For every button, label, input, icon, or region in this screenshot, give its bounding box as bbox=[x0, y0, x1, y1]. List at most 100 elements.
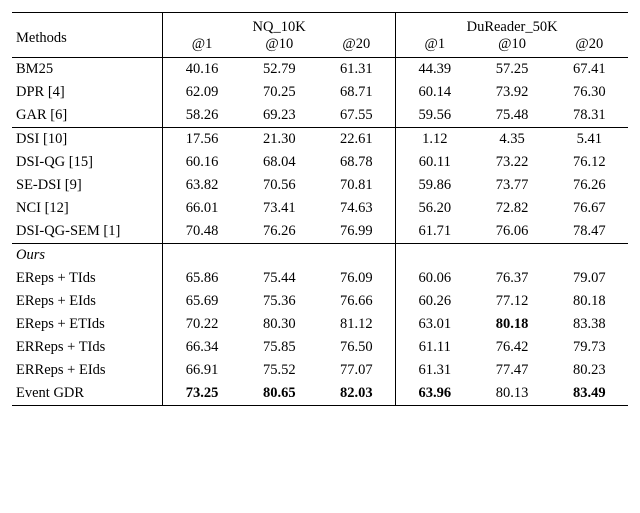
cell-value: 73.22 bbox=[473, 151, 550, 174]
cell-value: 59.56 bbox=[396, 104, 473, 128]
cell-value: 70.56 bbox=[241, 174, 318, 197]
cell-value: 21.30 bbox=[241, 128, 318, 152]
cell-value: 68.78 bbox=[318, 151, 395, 174]
cell-value: 72.82 bbox=[473, 197, 550, 220]
cell-value: 70.22 bbox=[163, 313, 240, 336]
cell-value: 75.85 bbox=[241, 336, 318, 359]
cell-value: 66.91 bbox=[163, 359, 240, 382]
cell-value: 73.41 bbox=[241, 197, 318, 220]
method-label: SE-DSI [9] bbox=[12, 174, 162, 197]
method-label: EReps + EIds bbox=[12, 290, 162, 313]
cell-value: 62.09 bbox=[163, 81, 240, 104]
cell-value: 61.11 bbox=[396, 336, 473, 359]
cell-value: 68.71 bbox=[318, 81, 395, 104]
cell-value: 79.73 bbox=[551, 336, 628, 359]
cell-value: 44.39 bbox=[396, 58, 473, 82]
cell-value: 75.36 bbox=[241, 290, 318, 313]
cell-value: 82.03 bbox=[318, 382, 395, 406]
method-label: DPR [4] bbox=[12, 81, 162, 104]
results-table: MethodsNQ_10KDuReader_50K@1@10@20@1@10@2… bbox=[12, 12, 628, 406]
cell-value: 79.07 bbox=[551, 267, 628, 290]
col-subheader: @10 bbox=[473, 36, 550, 58]
cell-value: 83.49 bbox=[551, 382, 628, 406]
cell-value: 76.09 bbox=[318, 267, 395, 290]
cell-value: 81.12 bbox=[318, 313, 395, 336]
cell-value: 60.06 bbox=[396, 267, 473, 290]
cell-value: 66.34 bbox=[163, 336, 240, 359]
cell-value: 63.82 bbox=[163, 174, 240, 197]
cell-value: 80.18 bbox=[551, 290, 628, 313]
col-subheader: @20 bbox=[318, 36, 395, 58]
cell-value: 76.06 bbox=[473, 220, 550, 244]
cell-value: 61.71 bbox=[396, 220, 473, 244]
cell-value: 75.44 bbox=[241, 267, 318, 290]
cell-value: 40.16 bbox=[163, 58, 240, 82]
cell-value: 5.41 bbox=[551, 128, 628, 152]
cell-value: 76.67 bbox=[551, 197, 628, 220]
cell-value: 75.52 bbox=[241, 359, 318, 382]
cell-value: 60.11 bbox=[396, 151, 473, 174]
cell-value: 57.25 bbox=[473, 58, 550, 82]
method-label: NCI [12] bbox=[12, 197, 162, 220]
cell-value: 73.77 bbox=[473, 174, 550, 197]
cell-value: 80.13 bbox=[473, 382, 550, 406]
cell-value: 60.26 bbox=[396, 290, 473, 313]
cell-value: 67.41 bbox=[551, 58, 628, 82]
group-heading: Ours bbox=[12, 244, 162, 268]
cell-value: 76.99 bbox=[318, 220, 395, 244]
cell-value: 59.86 bbox=[396, 174, 473, 197]
method-label: DSI-QG [15] bbox=[12, 151, 162, 174]
cell-value: 67.55 bbox=[318, 104, 395, 128]
col-subheader: @1 bbox=[163, 36, 240, 58]
cell-value: 78.31 bbox=[551, 104, 628, 128]
cell-value: 61.31 bbox=[318, 58, 395, 82]
cell-value: 76.50 bbox=[318, 336, 395, 359]
cell-value: 65.69 bbox=[163, 290, 240, 313]
method-label: ERReps + TIds bbox=[12, 336, 162, 359]
cell-value: 73.92 bbox=[473, 81, 550, 104]
cell-value: 60.16 bbox=[163, 151, 240, 174]
cell-value: 4.35 bbox=[473, 128, 550, 152]
cell-value: 22.61 bbox=[318, 128, 395, 152]
cell-value: 76.12 bbox=[551, 151, 628, 174]
cell-value: 52.79 bbox=[241, 58, 318, 82]
col-group-nq: NQ_10K bbox=[163, 13, 395, 37]
cell-value: 77.07 bbox=[318, 359, 395, 382]
cell-value: 70.25 bbox=[241, 81, 318, 104]
cell-value: 77.47 bbox=[473, 359, 550, 382]
method-label: DSI-QG-SEM [1] bbox=[12, 220, 162, 244]
cell-value: 70.48 bbox=[163, 220, 240, 244]
cell-value: 66.01 bbox=[163, 197, 240, 220]
cell-value: 63.96 bbox=[396, 382, 473, 406]
method-label: ERReps + EIds bbox=[12, 359, 162, 382]
cell-value: 63.01 bbox=[396, 313, 473, 336]
method-label: Event GDR bbox=[12, 382, 162, 406]
method-label: BM25 bbox=[12, 58, 162, 82]
col-group-dureader: DuReader_50K bbox=[396, 13, 628, 37]
cell-value: 76.26 bbox=[551, 174, 628, 197]
cell-value: 80.30 bbox=[241, 313, 318, 336]
cell-value: 77.12 bbox=[473, 290, 550, 313]
cell-value: 76.66 bbox=[318, 290, 395, 313]
cell-value: 80.23 bbox=[551, 359, 628, 382]
cell-value: 56.20 bbox=[396, 197, 473, 220]
cell-value: 58.26 bbox=[163, 104, 240, 128]
cell-value: 76.30 bbox=[551, 81, 628, 104]
col-header-methods: Methods bbox=[12, 13, 162, 58]
cell-value: 68.04 bbox=[241, 151, 318, 174]
col-subheader: @1 bbox=[396, 36, 473, 58]
cell-value: 76.37 bbox=[473, 267, 550, 290]
cell-value: 76.42 bbox=[473, 336, 550, 359]
cell-value: 69.23 bbox=[241, 104, 318, 128]
cell-value: 74.63 bbox=[318, 197, 395, 220]
cell-value: 60.14 bbox=[396, 81, 473, 104]
cell-value: 17.56 bbox=[163, 128, 240, 152]
method-label: EReps + ETIds bbox=[12, 313, 162, 336]
cell-value: 73.25 bbox=[163, 382, 240, 406]
method-label: DSI [10] bbox=[12, 128, 162, 152]
method-label: GAR [6] bbox=[12, 104, 162, 128]
cell-value: 61.31 bbox=[396, 359, 473, 382]
cell-value: 70.81 bbox=[318, 174, 395, 197]
cell-value: 78.47 bbox=[551, 220, 628, 244]
cell-value: 75.48 bbox=[473, 104, 550, 128]
